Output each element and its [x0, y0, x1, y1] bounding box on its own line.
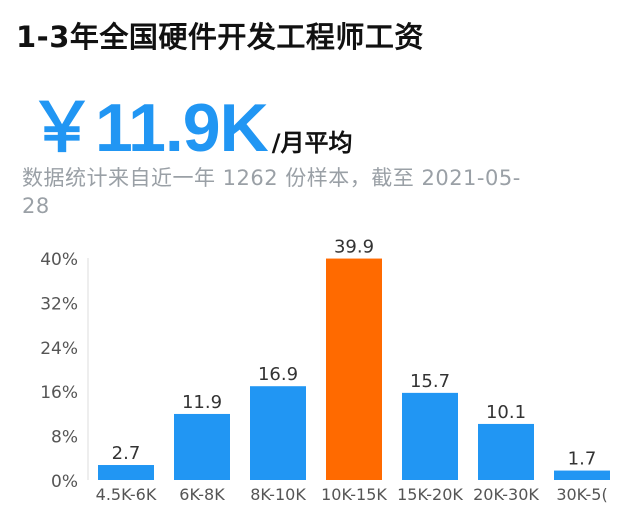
x-tick-label: 6K-8K	[179, 485, 225, 504]
average-salary-value: ￥11.9K	[28, 90, 269, 166]
bar	[174, 413, 230, 480]
y-tick-label: 0%	[51, 472, 78, 492]
x-tick-label: 10K-15K	[321, 485, 387, 504]
bar	[326, 258, 382, 480]
bar-value-label: 15.7	[410, 371, 450, 392]
data-source-line: 28	[22, 194, 50, 218]
x-tick-label: 4.5K-6K	[96, 485, 157, 504]
x-tick-label: 30K-5(	[556, 485, 607, 504]
y-tick-label: 40%	[40, 250, 78, 270]
average-salary: ￥11.9K/月平均	[28, 72, 352, 171]
bar	[402, 392, 458, 480]
bar	[98, 465, 154, 480]
y-tick-label: 16%	[40, 383, 78, 403]
bar	[250, 386, 306, 480]
bar-value-label: 11.9	[182, 392, 222, 413]
x-tick-label: 20K-30K	[473, 485, 539, 504]
bar-value-label: 1.7	[568, 449, 597, 470]
data-source-note: 数据统计来自近一年 1262 份样本，截至 2021-05- 28	[22, 164, 622, 220]
y-tick-label: 8%	[51, 428, 78, 448]
y-tick-label: 24%	[40, 339, 78, 359]
bar-value-label: 39.9	[334, 237, 374, 258]
y-tick-label: 32%	[40, 294, 78, 314]
bar	[554, 470, 610, 480]
bar	[478, 423, 534, 480]
bar-value-label: 16.9	[258, 364, 298, 385]
bar-value-label: 2.7	[112, 443, 141, 464]
x-tick-label: 15K-20K	[397, 485, 463, 504]
average-salary-suffix: /月平均	[271, 129, 353, 157]
salary-distribution-chart: 0% 8% 16% 24% 32% 40% 2.7 4.5K-6K 11.9 6K-8K 16.9 8…	[40, 237, 610, 504]
bar-value-label: 10.1	[486, 402, 526, 423]
data-source-line: 数据统计来自近一年 1262 份样本，截至 2021-05-	[22, 166, 521, 190]
page-title: 1-3年全国硬件开发工程师工资	[16, 20, 424, 54]
x-tick-label: 8K-10K	[250, 485, 306, 504]
